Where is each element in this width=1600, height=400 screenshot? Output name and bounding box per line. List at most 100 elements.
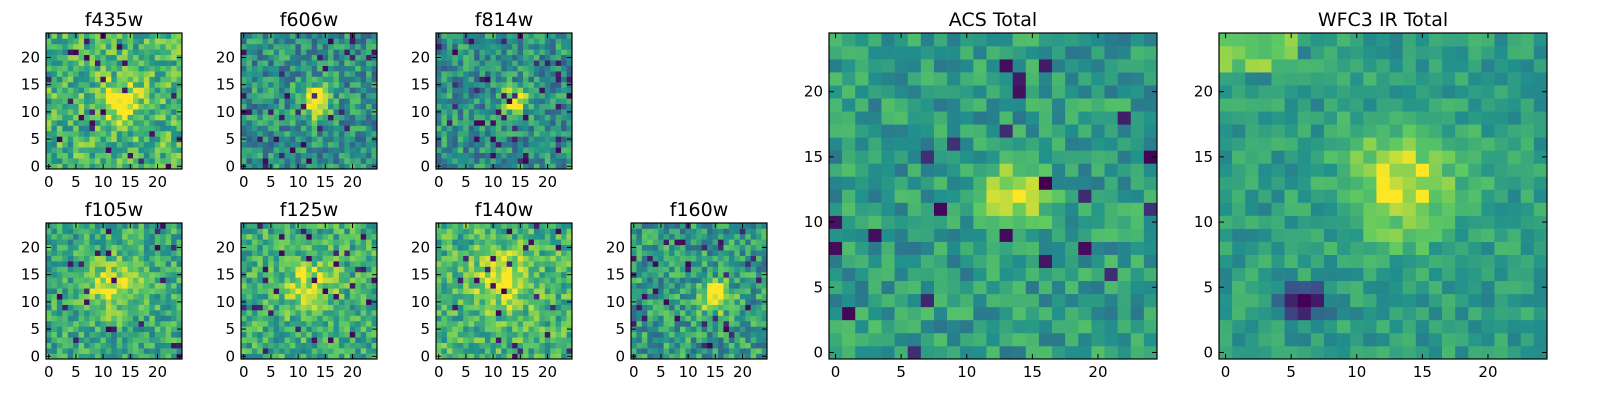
heatmap-cell <box>127 81 134 88</box>
heatmap-cell <box>94 98 101 105</box>
heatmap-cell <box>555 304 562 311</box>
heatmap-cell <box>251 136 258 143</box>
heatmap-cell <box>495 261 502 267</box>
heatmap-cell <box>257 239 264 246</box>
heatmap-cell <box>322 103 329 110</box>
heatmap-cell <box>674 261 681 267</box>
heatmap-cell <box>360 43 367 50</box>
heatmap-cell <box>89 87 96 94</box>
heatmap-cell <box>171 147 177 153</box>
heatmap-cell <box>501 299 508 305</box>
heatmap-cell <box>539 141 546 148</box>
heatmap-cell <box>539 120 546 126</box>
heatmap-cell <box>1065 163 1079 177</box>
heatmap-cell <box>512 125 518 132</box>
heatmap-cell <box>484 38 491 45</box>
heatmap-cell <box>446 49 453 56</box>
heatmap-cell <box>257 331 264 338</box>
heatmap-cell <box>728 288 735 295</box>
heatmap-cell <box>756 331 762 338</box>
heatmap-cell <box>1078 254 1092 269</box>
heatmap-cell <box>300 244 307 251</box>
heatmap-cell <box>105 163 112 170</box>
heatmap-cell <box>94 282 101 289</box>
heatmap-cell <box>479 299 486 305</box>
heatmap-cell <box>631 315 637 322</box>
heatmap-cell <box>641 310 648 316</box>
heatmap-cell <box>127 250 134 256</box>
heatmap-cell <box>1117 332 1132 347</box>
heatmap-cell <box>501 310 508 316</box>
heatmap-cell <box>366 310 372 316</box>
heatmap-cell <box>84 320 90 327</box>
heatmap-cell <box>273 87 280 94</box>
heatmap-cell <box>855 267 869 282</box>
heatmap-cell <box>279 310 285 316</box>
heatmap-cell <box>495 223 502 229</box>
heatmap-cell <box>652 266 659 273</box>
heatmap-cell <box>366 244 372 251</box>
heatmap-cell <box>349 342 356 349</box>
heatmap-cell <box>523 49 529 56</box>
heatmap-cell <box>539 304 546 311</box>
heatmap-cell <box>636 239 643 246</box>
heatmap-cell <box>685 304 692 311</box>
heatmap-cell <box>138 49 145 56</box>
heatmap-cell <box>160 266 166 273</box>
heatmap-cell <box>690 326 697 333</box>
heatmap-cell <box>701 353 708 360</box>
heatmap-cell <box>533 239 540 246</box>
heatmap-cell <box>479 293 486 300</box>
heatmap-cell <box>544 54 551 61</box>
heatmap-cell <box>273 315 280 322</box>
heatmap-cell <box>67 60 74 66</box>
heatmap-cell <box>685 288 692 295</box>
heatmap-cell <box>1012 202 1027 216</box>
heatmap-cell <box>523 76 529 83</box>
plot-frame <box>45 32 183 170</box>
heatmap-cell <box>636 233 643 240</box>
heatmap-cell <box>761 266 768 273</box>
heatmap-cell <box>999 163 1013 177</box>
heatmap-cell <box>441 33 448 39</box>
heatmap-cell <box>894 267 909 282</box>
heatmap-cell <box>474 103 480 110</box>
heatmap-cell <box>761 342 768 349</box>
heatmap-cell <box>360 228 367 235</box>
heatmap-cell <box>539 310 546 316</box>
heatmap-cell <box>328 299 334 305</box>
heatmap-cell <box>723 233 730 240</box>
heatmap-cell <box>829 280 843 295</box>
heatmap-cell <box>501 71 508 77</box>
heatmap-cell <box>495 299 502 305</box>
heatmap-cell <box>165 353 172 360</box>
heatmap-cell <box>300 130 307 137</box>
heatmap-cell <box>165 87 172 94</box>
heatmap-cell <box>295 331 302 338</box>
heatmap-cell <box>67 141 74 148</box>
heatmap-cell <box>94 342 101 349</box>
heatmap-cell <box>446 288 453 295</box>
heatmap-cell <box>1025 267 1040 282</box>
heatmap-cell <box>479 130 486 137</box>
heatmap-cell <box>734 288 741 295</box>
heatmap-cell <box>46 92 52 99</box>
heatmap-cell <box>338 125 345 132</box>
heatmap-cell <box>122 255 128 262</box>
heatmap-cell <box>533 136 540 143</box>
heatmap-cell <box>78 114 85 121</box>
heatmap-cell <box>165 141 172 148</box>
heatmap-cell <box>241 250 247 256</box>
heatmap-cell <box>1038 332 1053 347</box>
heatmap-cell <box>436 310 442 316</box>
heatmap-cell <box>89 136 96 143</box>
heatmap-cell <box>685 315 692 322</box>
heatmap-cell <box>160 271 166 278</box>
heatmap-cell <box>349 49 356 56</box>
heatmap-cell <box>366 33 372 39</box>
heatmap-cell <box>289 98 296 105</box>
heatmap-cell <box>484 299 491 305</box>
heatmap-cell <box>94 38 101 45</box>
heatmap-cell <box>463 125 469 132</box>
